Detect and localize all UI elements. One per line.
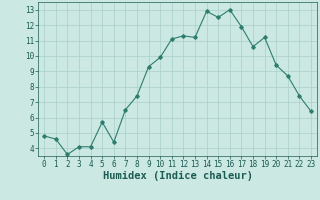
X-axis label: Humidex (Indice chaleur): Humidex (Indice chaleur) (103, 171, 252, 181)
